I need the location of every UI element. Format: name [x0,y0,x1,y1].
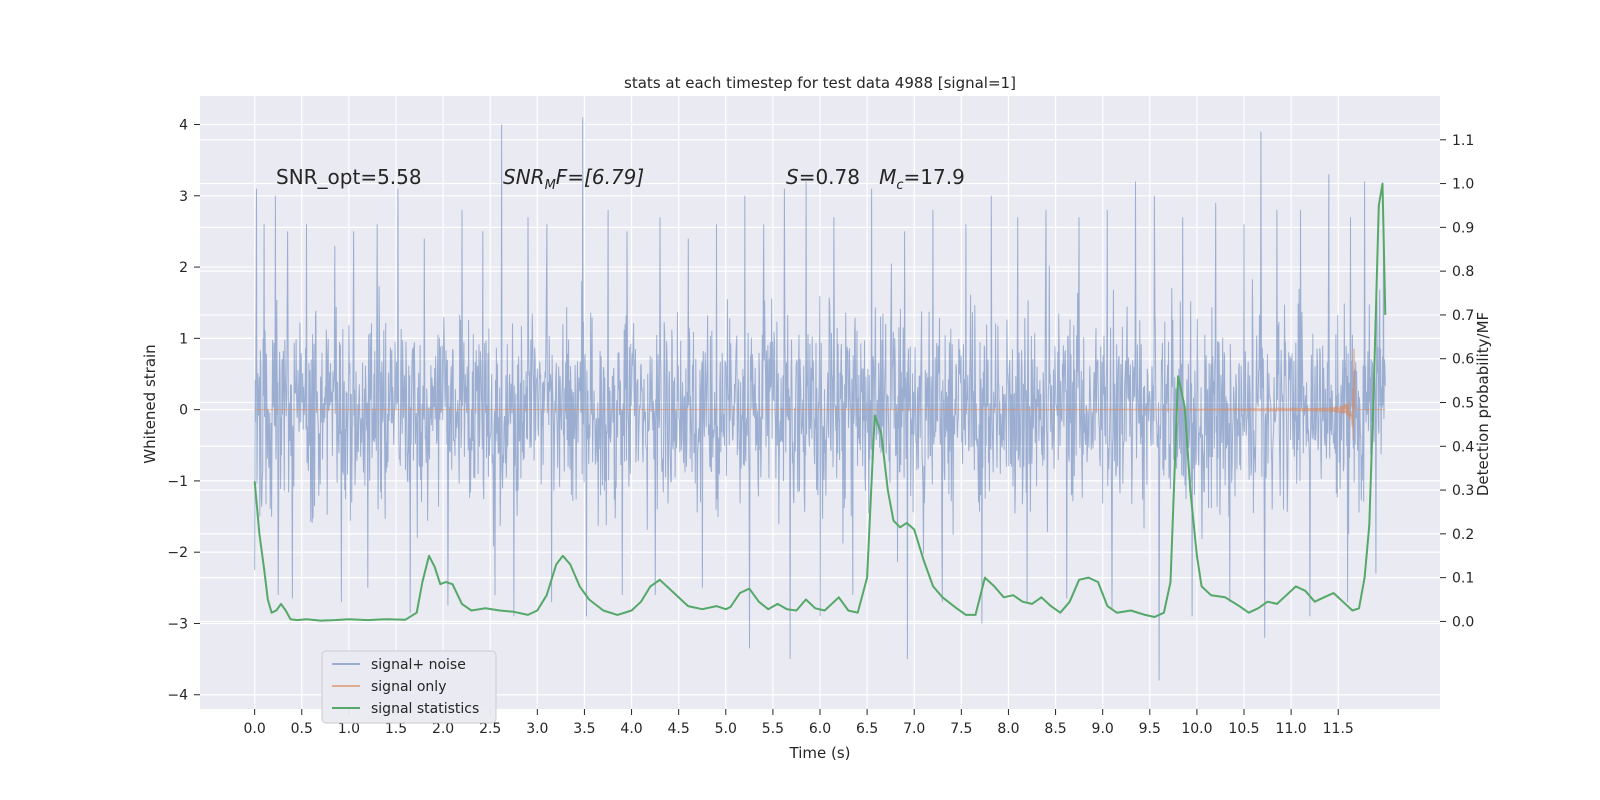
y-tick-label: 1 [179,331,188,347]
y2-tick-label: 1.1 [1452,133,1474,149]
legend-label-signal-noise: signal+ noise [371,657,466,673]
x-tick-label: 0.0 [244,721,266,737]
y2-tick-label: 0.2 [1452,527,1474,543]
series-signal-noise [254,117,1386,681]
series-signal-statistics [253,182,1387,622]
y-tick-label: −1 [167,474,188,490]
x-tick-label: 8.0 [997,721,1019,737]
legend: signal+ noise signal only signal statist… [321,650,497,724]
x-tick-label: 5.0 [715,721,737,737]
y2-tick-label: 0.5 [1452,396,1474,412]
y2-tick-label: 0.6 [1452,352,1474,368]
y-tick-label: −4 [167,688,188,704]
x-tick-label: 9.5 [1139,721,1161,737]
x-tick-label: 4.0 [620,721,642,737]
y-axis-right: 0.0 0.1 0.2 0.3 0.4 0.5 0.6 0.7 0.8 0.9 1.0 1.1 [1440,133,1474,630]
y2-tick-label: 0.9 [1452,220,1474,236]
x-tick-label: 7.5 [950,721,972,737]
annotation-snr-mf-sub: M [545,178,556,193]
chart-title: stats at each timestep for test data 498… [624,74,1016,92]
x-tick-label: 3.0 [526,721,548,737]
x-tick-label: 5.5 [762,721,784,737]
x-tick-label: 11.0 [1276,721,1307,737]
annotation-snr-mf-var: SNR [503,165,545,189]
x-tick-label: 3.5 [573,721,595,737]
y-tick-label: 0 [179,403,188,419]
x-tick-label: 11.5 [1323,721,1354,737]
plot-area [253,117,1387,681]
y-tick-label: 3 [179,189,188,205]
y-axis-left: −4 −3 −2 −1 0 1 2 3 4 [167,118,200,704]
y-tick-label: −2 [167,545,188,561]
y2-tick-label: 0.7 [1452,308,1474,324]
annotation-snr-mf-value: F=[6.79] [556,165,644,189]
x-axis-label: Time (s) [789,744,851,762]
y-tick-label: 4 [179,118,188,134]
x-tick-label: 2.0 [432,721,454,737]
annotation-s-var: S [786,165,799,189]
y-tick-label: 2 [179,260,188,276]
x-tick-label: 9.0 [1092,721,1114,737]
x-axis: 0.0 0.5 1.0 1.5 2.0 2.5 3.0 3.5 4.0 4.5 5.0 5.5 6.0 6… [244,709,1354,737]
x-tick-label: 6.0 [809,721,831,737]
annotation-snr-mf: SNRMF=[6.79] [503,165,644,193]
x-tick-label: 2.5 [479,721,501,737]
annotation-s-mc: S=0.78 Mc=17.9 [786,165,965,193]
y-axis-label: Whitened strain [141,344,159,463]
series-signal-only [254,348,1386,440]
x-tick-label: 10.0 [1181,721,1212,737]
x-tick-label: 8.5 [1044,721,1066,737]
y2-tick-label: 0.3 [1452,483,1474,499]
x-tick-label: 1.0 [338,721,360,737]
annotation-mc-value: =17.9 [904,165,965,189]
x-tick-label: 7.0 [903,721,925,737]
x-tick-label: 6.5 [856,721,878,737]
annotation-mc-var: M [879,165,896,189]
y-tick-label: −3 [167,616,188,632]
x-tick-label: 1.5 [385,721,407,737]
legend-label-signal-only: signal only [371,679,446,695]
y2-tick-label: 1.0 [1452,177,1474,193]
annotation-snr-opt: SNR_opt=5.58 [276,165,422,189]
annotation-mc-sub: c [896,178,903,193]
legend-label-signal-statistics: signal statistics [371,701,479,717]
x-tick-label: 0.5 [291,721,313,737]
legend-box [321,650,497,724]
y2-tick-label: 0.4 [1452,439,1474,455]
y2-tick-label: 0.0 [1452,614,1474,630]
annotation-s-value: =0.78 [799,165,879,189]
y2-tick-label: 0.8 [1452,264,1474,280]
y2-tick-label: 0.1 [1452,571,1474,587]
x-tick-label: 4.5 [668,721,690,737]
y2-axis-label: Detection probability/MF [1474,312,1492,496]
x-tick-label: 10.5 [1228,721,1259,737]
